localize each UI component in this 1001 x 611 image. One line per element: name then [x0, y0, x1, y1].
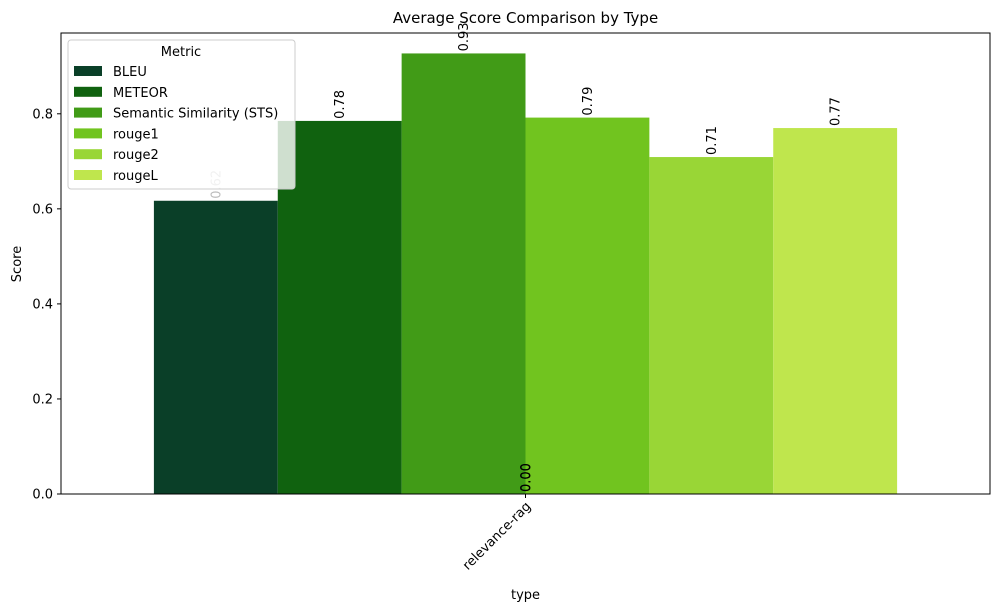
- legend-label: rouge2: [113, 148, 159, 163]
- y-tick-label: 0.0: [32, 488, 53, 503]
- bar-rouge2: [649, 157, 774, 494]
- data-label: 0.93: [457, 22, 472, 51]
- y-tick-label: 0.4: [32, 297, 53, 312]
- legend-label: METEOR: [113, 86, 168, 101]
- x-axis-label: type: [511, 588, 540, 603]
- legend-label: Semantic Similarity (STS): [113, 107, 278, 122]
- data-label: 0.79: [581, 87, 596, 116]
- legend-swatch: [74, 86, 102, 97]
- chart-title: Average Score Comparison by Type: [393, 9, 658, 27]
- zero-annotation: 0.00: [520, 463, 535, 492]
- data-label: 0.71: [705, 126, 720, 155]
- bar-semantic-similarity-sts-: [401, 53, 526, 494]
- bar-rouge1: [525, 117, 650, 494]
- bar-meteor: [277, 120, 402, 495]
- y-tick-label: 0.8: [32, 107, 53, 122]
- data-label: 0.77: [829, 97, 844, 126]
- y-axis-label: Score: [10, 246, 25, 282]
- bar-bleu: [153, 200, 278, 494]
- legend-label: rouge1: [113, 127, 159, 142]
- data-label: 0.78: [333, 90, 348, 119]
- legend-items: BLEU METEOR Semantic Similarity (STS) rouge…: [74, 65, 278, 184]
- y-tick-label: 0.2: [32, 392, 53, 407]
- legend-swatch: [74, 107, 102, 118]
- bar-rougel: [773, 128, 898, 494]
- legend-swatch: [74, 66, 102, 76]
- legend-swatch: [74, 170, 102, 180]
- legend-title: Metric: [161, 45, 201, 60]
- legend: Metric BLEU METEOR Semantic Similarity (ST…: [67, 39, 296, 190]
- legend-label: BLEU: [113, 65, 147, 80]
- legend-swatch: [74, 128, 102, 139]
- y-axis: 0.0 0.2 0.4 0.6 0.8: [32, 107, 61, 503]
- legend-swatch: [74, 149, 102, 160]
- bars-group: [153, 53, 898, 495]
- legend-frame: [67, 39, 296, 190]
- legend-label: rougeL: [113, 169, 159, 184]
- y-tick-label: 0.6: [32, 202, 53, 217]
- zero-annotation: 0.00: [519, 463, 534, 492]
